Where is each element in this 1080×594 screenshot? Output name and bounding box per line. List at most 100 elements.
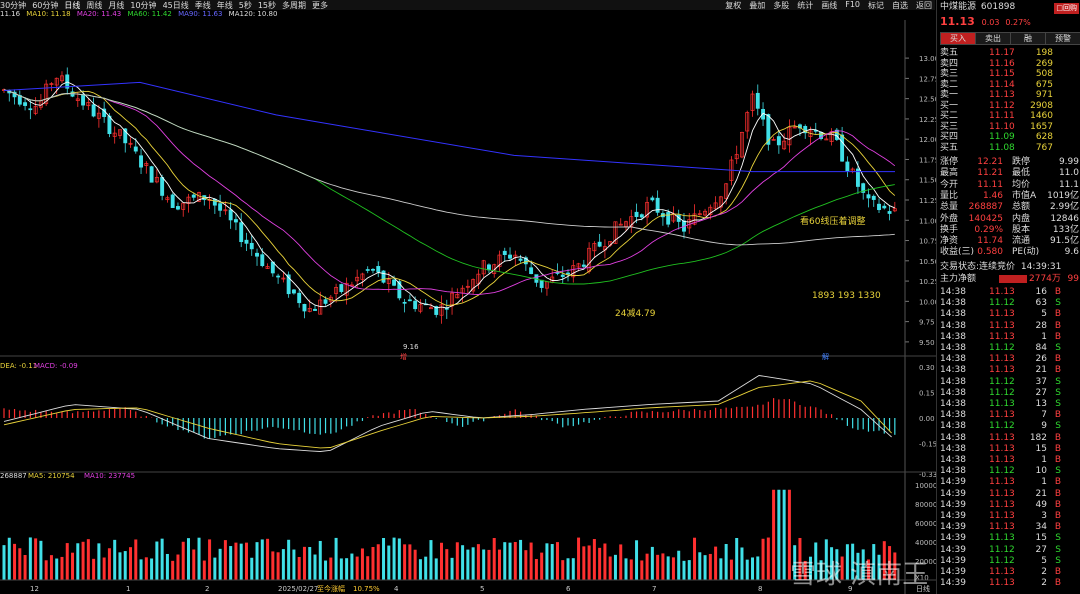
- candle-body: [228, 209, 233, 221]
- tick-time: 14:38: [940, 354, 966, 365]
- volume-bar: [751, 557, 755, 580]
- toolbar-item[interactable]: 叠加: [749, 1, 766, 10]
- price-axis-label: 9.50: [919, 339, 935, 347]
- candle-body: [486, 264, 491, 271]
- date-axis-label: 2025/02/27: [278, 585, 318, 593]
- macd-axis-label: 0.15: [919, 390, 935, 398]
- volume-bar: [76, 543, 80, 580]
- candle-body: [518, 258, 523, 261]
- period-tab[interactable]: 10分钟: [130, 0, 157, 10]
- toolbar-item[interactable]: 画线: [821, 1, 838, 10]
- candle-body: [576, 263, 581, 268]
- volume-bar: [577, 537, 581, 580]
- period-tab[interactable]: 周线: [86, 0, 103, 10]
- macd-value-legend: MACD: -0.09: [34, 362, 78, 370]
- stock-action-button[interactable]: 融: [1010, 32, 1046, 45]
- menu-badge[interactable]: □回购: [1054, 3, 1079, 14]
- candle-body: [645, 202, 650, 218]
- stock-change-pct: 0.27%: [1005, 18, 1031, 27]
- period-tab[interactable]: 日线: [64, 0, 81, 10]
- toolbar-item[interactable]: 多股: [773, 1, 790, 10]
- candle-body: [75, 98, 80, 102]
- tick-volume: 27: [1035, 387, 1047, 398]
- period-tab[interactable]: 15秒: [257, 0, 277, 10]
- volume-bar: [661, 553, 665, 580]
- tick-direction: B: [1054, 410, 1061, 421]
- volume-bar: [534, 559, 538, 580]
- volume-bar: [819, 560, 823, 580]
- stock-action-button[interactable]: 预警: [1045, 32, 1080, 45]
- volume-bar: [671, 557, 675, 580]
- volume-bar: [302, 546, 306, 580]
- volume-bar: [408, 544, 412, 580]
- price-axis-label: 13.00: [919, 55, 936, 63]
- stock-code: 601898: [980, 2, 1016, 12]
- volume-bar: [872, 544, 876, 580]
- volume-bar: [798, 537, 802, 580]
- stock-action-button[interactable]: 卖出: [975, 32, 1011, 45]
- period-tab[interactable]: 60分钟: [32, 0, 59, 10]
- tick-price: 11.12: [989, 421, 1015, 432]
- volume-bar: [519, 539, 523, 580]
- candle-body: [439, 304, 444, 316]
- period-tab[interactable]: 月线: [108, 0, 125, 10]
- period-tab[interactable]: 45日线: [162, 0, 189, 10]
- tick-row: 14:38 11.12 37 S: [937, 377, 1080, 388]
- period-tab[interactable]: 30分钟: [0, 0, 27, 10]
- ma90-line: [3, 81, 895, 173]
- candle-body: [471, 279, 476, 292]
- period-tab[interactable]: 5秒: [238, 0, 252, 10]
- candle-body: [866, 194, 871, 199]
- ma90-legend: MA90: 11.63: [178, 10, 223, 18]
- tick-volume: 7: [1041, 410, 1047, 421]
- tick-price: 11.13: [989, 365, 1015, 376]
- tick-time: 14:38: [940, 331, 966, 342]
- order-book-row: 买三 11.10 1657: [937, 122, 1080, 133]
- candle-body: [845, 161, 850, 172]
- volume-bar: [376, 544, 380, 580]
- order-volume: 971: [1035, 90, 1053, 100]
- ma20-legend: MA20: 11.43: [76, 10, 122, 18]
- tick-time: 14:38: [940, 455, 966, 465]
- price-axis-label: 10.00: [919, 298, 936, 306]
- toolbar-item[interactable]: 统计: [797, 1, 814, 10]
- period-tab[interactable]: 季线: [194, 0, 211, 10]
- candle-body: [766, 114, 771, 145]
- volume-bar: [55, 558, 59, 580]
- stat-key: 今开: [940, 179, 959, 190]
- volume-bar: [503, 542, 507, 580]
- volume-bar: [487, 549, 491, 580]
- date-axis-label: 10.75%: [353, 585, 380, 593]
- tick-time: 14:38: [940, 287, 966, 297]
- date-axis-label: 1: [126, 585, 130, 593]
- toolbar-item[interactable]: 自选: [892, 1, 908, 10]
- tick-row: 14:39 11.13 21 B: [937, 489, 1080, 500]
- stock-action-button[interactable]: 买入: [940, 32, 976, 45]
- tick-direction: B: [1054, 354, 1061, 365]
- order-price: 11.09: [989, 132, 1015, 142]
- volume-bar: [703, 555, 707, 580]
- toolbar-item[interactable]: F10: [845, 0, 860, 9]
- volume-bar: [387, 545, 391, 580]
- period-tab[interactable]: 年线: [216, 0, 233, 10]
- toolbar-item[interactable]: 标记: [868, 1, 884, 10]
- volume-bar: [213, 557, 217, 580]
- volume-bar: [830, 547, 834, 580]
- order-label: 买三: [940, 121, 959, 132]
- volume-bar: [244, 542, 248, 580]
- toolbar-item[interactable]: 复权: [725, 1, 742, 10]
- order-book-row: 买四 11.09 628: [937, 132, 1080, 143]
- volume-bar: [814, 542, 818, 580]
- tick-volume: 15: [1035, 443, 1047, 454]
- stat-value: 11.74: [977, 236, 1003, 247]
- volume-ma5-legend: MA5: 210754: [28, 472, 75, 480]
- tick-price: 11.13: [989, 287, 1015, 297]
- toolbar-item[interactable]: 返回: [916, 1, 932, 10]
- period-tab[interactable]: 多周期: [282, 0, 307, 10]
- volume-bar: [186, 538, 190, 580]
- volume-bar: [608, 556, 612, 580]
- tick-volume: 28: [1035, 320, 1047, 331]
- period-tab[interactable]: 更多: [312, 0, 329, 10]
- volume-bar: [592, 539, 596, 580]
